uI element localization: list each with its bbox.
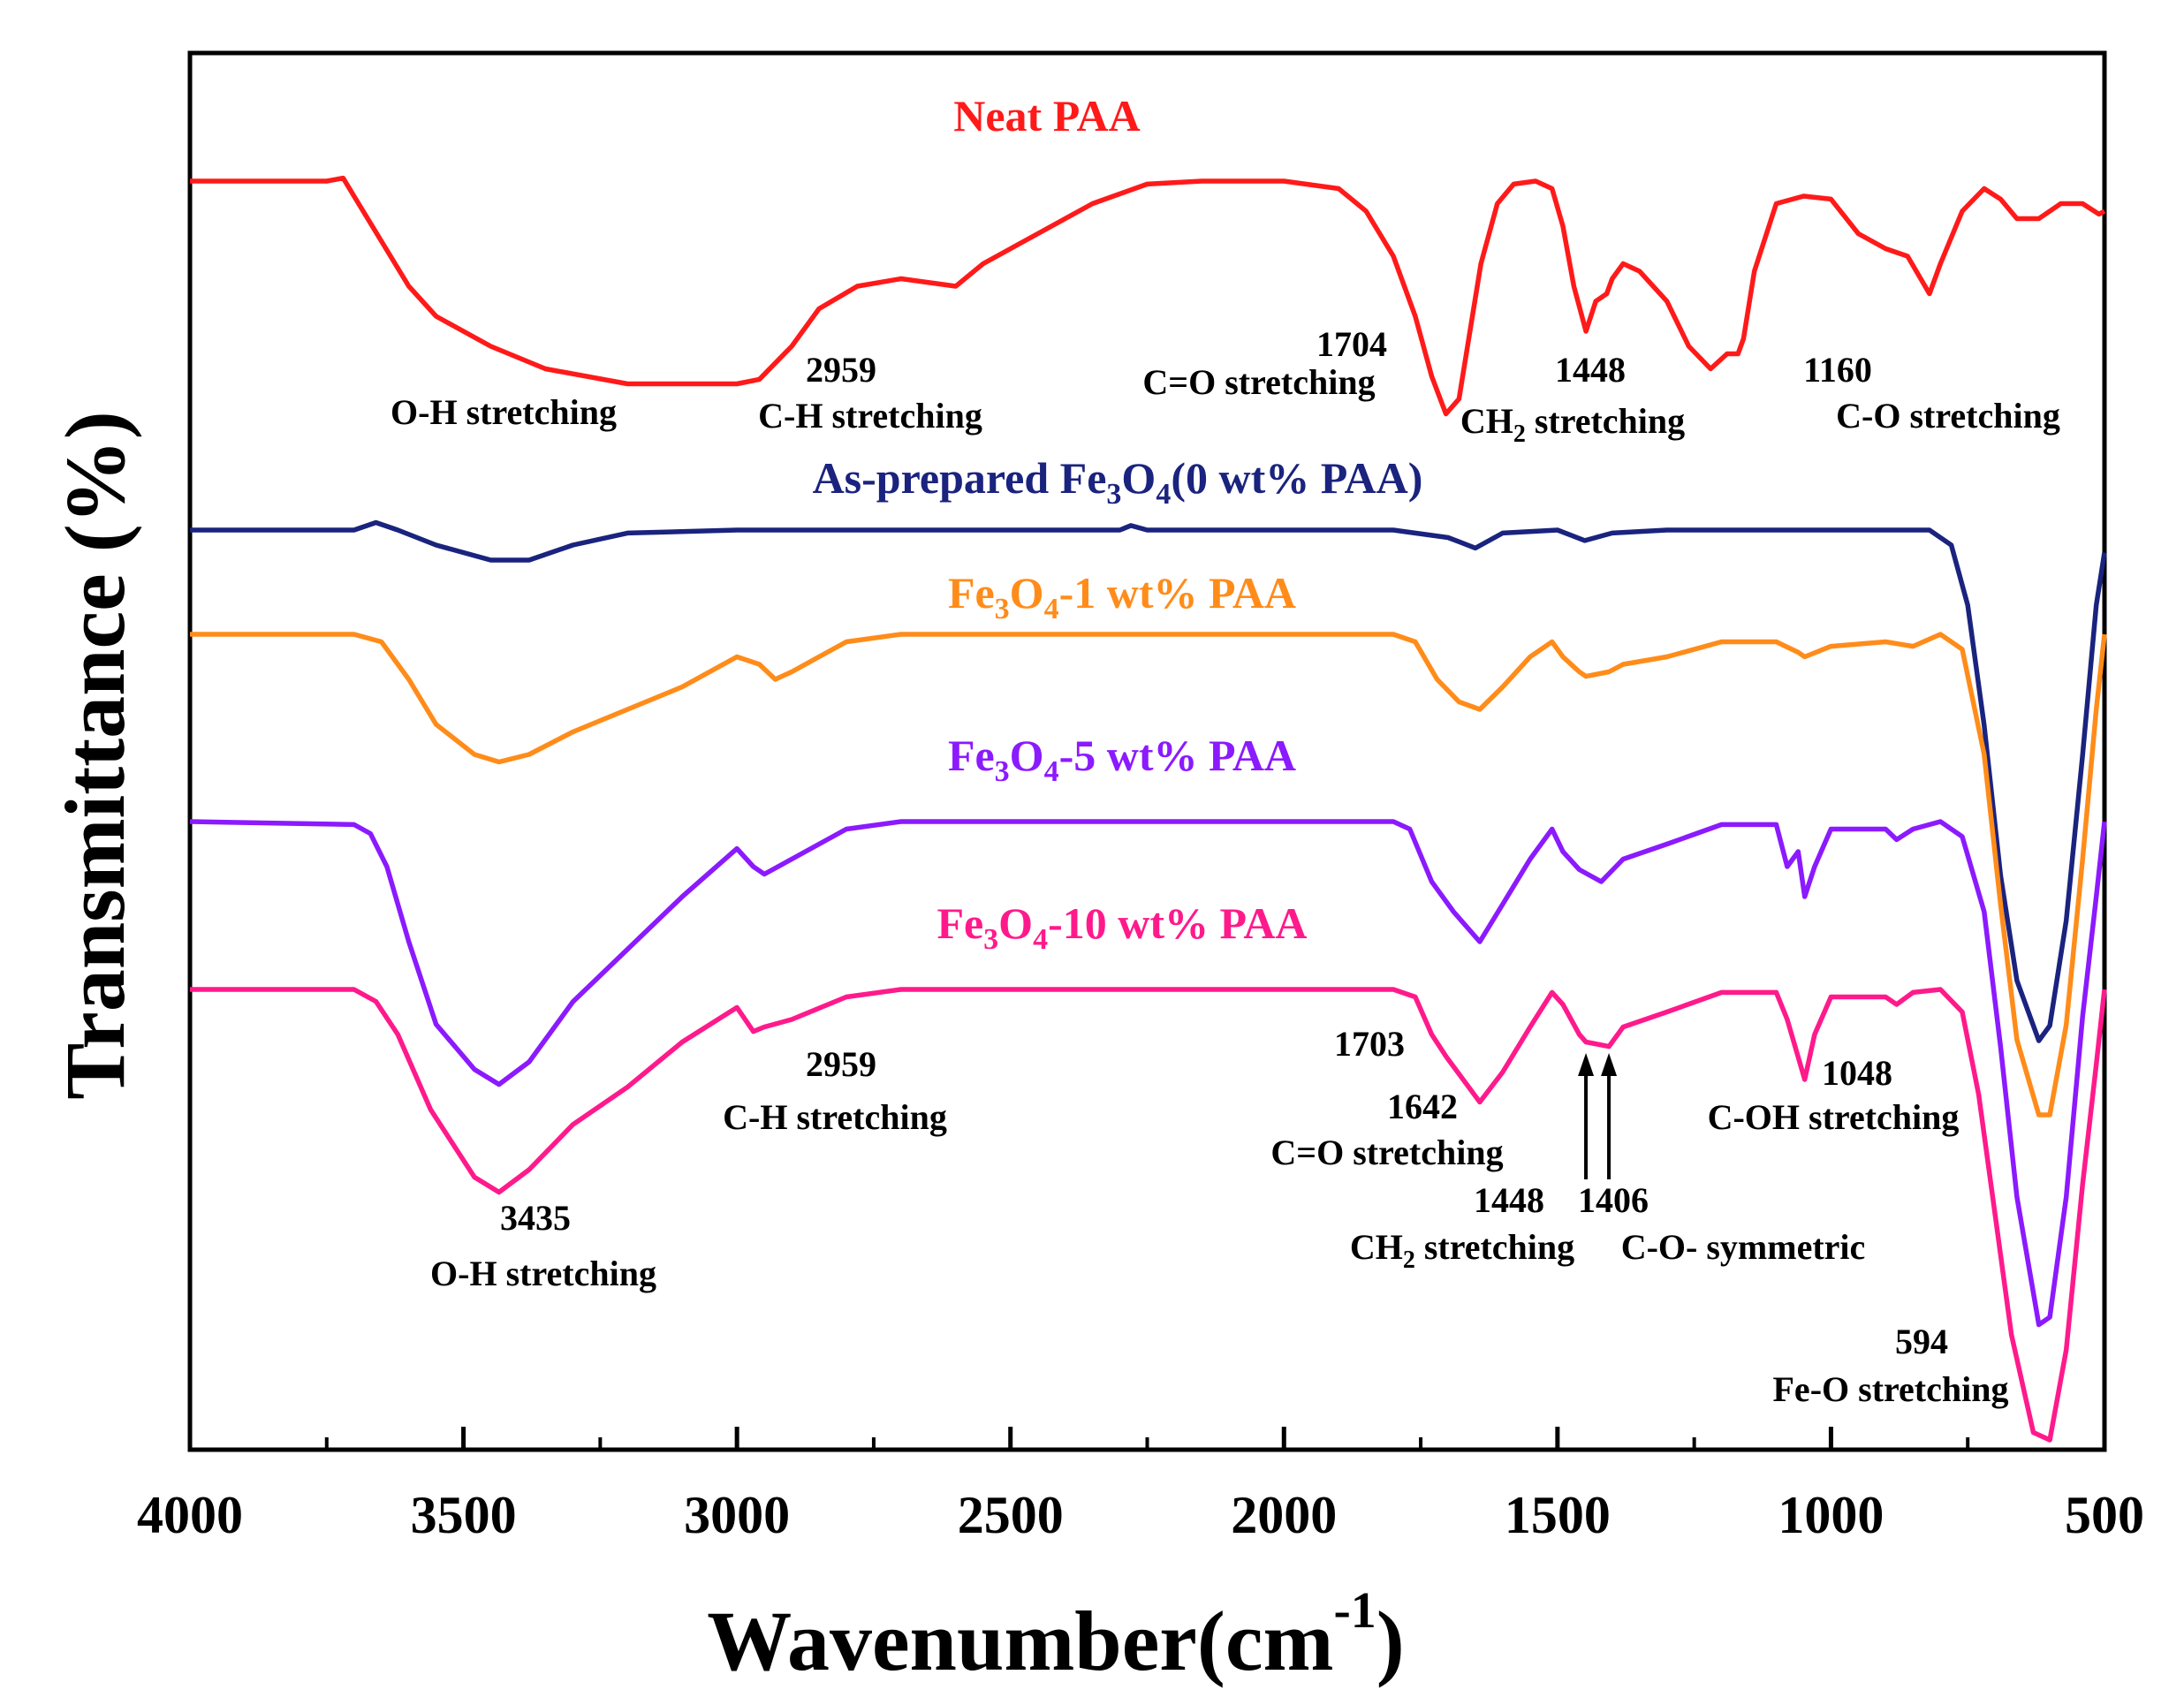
- annotation-14: 1048: [1822, 1053, 1892, 1093]
- arrows: [1578, 1053, 1618, 1179]
- series-line-4: [190, 987, 2107, 1443]
- annotation-19: 1406: [1578, 1180, 1649, 1220]
- annotation-18: 1448: [1474, 1180, 1544, 1220]
- annotation-13: C=O stretching: [1270, 1133, 1503, 1172]
- annotation-0: O-H stretching: [391, 392, 617, 432]
- series-line-3: [189, 819, 2107, 1328]
- annotation-17: O-H stretching: [430, 1254, 656, 1293]
- series-label-1: As-prepared Fe3O4(0 wt% PAA): [813, 453, 1423, 511]
- annotation-23: Fe-O stretching: [1773, 1369, 2009, 1409]
- x-tick-label-500: 500: [2065, 1486, 2144, 1544]
- annotation-21: C-O- symmetric: [1621, 1227, 1866, 1267]
- annotation-22: 594: [1895, 1322, 1948, 1361]
- annotation-11: 1703: [1334, 1024, 1405, 1064]
- x-tick-label-1500: 1500: [1505, 1486, 1611, 1544]
- annotation-20: CH2 stretching: [1350, 1227, 1574, 1274]
- annotation-5: 1448: [1555, 350, 1626, 390]
- series-label-4: Fe3O4-10 wt% PAA: [937, 898, 1307, 956]
- y-axis-title: Transmittance (%): [48, 411, 142, 1099]
- annotation-3: 1704: [1316, 324, 1387, 364]
- x-axis-ticks: 4000 3500 3000 2500 2000 1500 1000 500: [137, 1427, 2144, 1544]
- annotation-1: 2959: [806, 350, 876, 390]
- series-label-0: Neat PAA: [953, 91, 1141, 140]
- series-label-2: Fe3O4-1 wt% PAA: [948, 568, 1296, 625]
- x-tick-label-3500: 3500: [411, 1486, 517, 1544]
- x-axis-title: Wavenumber(cm-1): [707, 1581, 1405, 1688]
- annotation-16: 3435: [500, 1198, 571, 1238]
- x-tick-label-3000: 3000: [684, 1486, 790, 1544]
- annotation-12: 1642: [1387, 1087, 1458, 1126]
- annotation-8: C-O stretching: [1836, 396, 2060, 436]
- annotation-15: C-OH stretching: [1708, 1097, 1960, 1137]
- x-tick-label-2500: 2500: [958, 1486, 1064, 1544]
- x-tick-label-2000: 2000: [1231, 1486, 1337, 1544]
- annotation-4: C=O stretching: [1142, 362, 1375, 402]
- annotation-7: 1160: [1803, 350, 1872, 390]
- series-group: [189, 175, 2107, 1443]
- series-line-2: [190, 632, 2107, 1118]
- annotation-10: C-H stretching: [723, 1097, 947, 1137]
- x-tick-label-4000: 4000: [137, 1486, 243, 1544]
- arrow-1448-head: [1578, 1053, 1595, 1076]
- series-labels: Neat PAA As-prepared Fe3O4(0 wt% PAA) Fe3O…: [813, 91, 1423, 956]
- x-tick-label-1000: 1000: [1778, 1486, 1884, 1544]
- series-line-0: [190, 175, 2106, 417]
- series-label-3: Fe3O4-5 wt% PAA: [948, 731, 1296, 788]
- annotation-2: C-H stretching: [758, 396, 982, 436]
- annotation-9: 2959: [806, 1044, 876, 1084]
- arrow-1406-head: [1601, 1053, 1618, 1076]
- annotation-6: CH2 stretching: [1460, 401, 1685, 448]
- series-line-1: [190, 519, 2107, 1043]
